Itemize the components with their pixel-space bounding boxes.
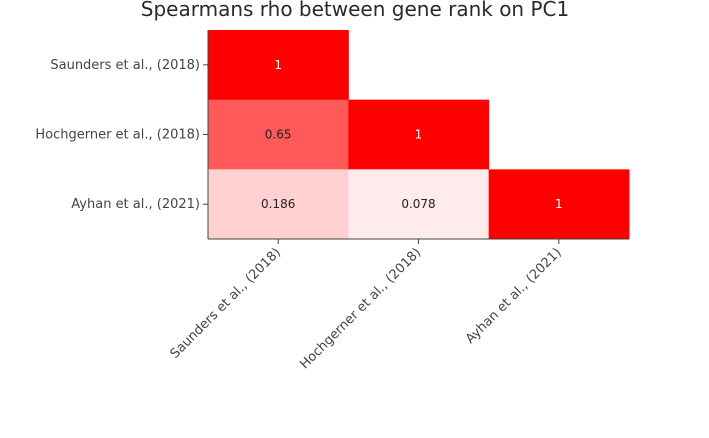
y-axis-ticks: Saunders et al., (2018) Hochgerner et al.… bbox=[35, 58, 208, 212]
y-tick-label: Saunders et al., (2018) bbox=[50, 58, 200, 73]
heatmap-cell-saunders-et-al-2018-saunders-et-al-2018 bbox=[208, 30, 349, 101]
heatmap-cell-value-label: 0.186 bbox=[261, 197, 295, 211]
heatmap-cell-saunders-et-al-2018-hochgerner-et-al-2018 bbox=[208, 99, 349, 170]
y-tick-label: Hochgerner et al., (2018) bbox=[35, 128, 200, 143]
x-tick-label: Saunders et al., (2018) bbox=[168, 245, 284, 361]
heatmap-cell-value-label: 1 bbox=[555, 197, 563, 211]
y-tick-label: Ayhan et al., (2021) bbox=[71, 197, 200, 212]
heatmap-cells: 1 0.65 0.186 1 0.078 1 bbox=[208, 30, 630, 240]
chart-title: Spearmans rho between gene rank on PC1 bbox=[141, 0, 569, 21]
heatmap-cell-value-label: 1 bbox=[274, 58, 282, 72]
heatmap-cell-value-label: 1 bbox=[415, 128, 423, 142]
x-tick-label: Hochgerner et al., (2018) bbox=[297, 245, 424, 372]
heatmap-cell-saunders-et-al-2018-ayhan-et-al-2021 bbox=[208, 169, 349, 240]
heatmap-cell-ayhan-et-al-2021-ayhan-et-al-2021 bbox=[488, 169, 630, 240]
heatmap-cell-value-label: 0.078 bbox=[401, 197, 435, 211]
axes bbox=[207, 30, 629, 240]
x-axis-ticks: Saunders et al., (2018) Hochgerner et al.… bbox=[168, 239, 565, 372]
heatmap-cell-hochgerner-et-al-2018-hochgerner-et-al-2018 bbox=[348, 99, 490, 170]
x-tick-label: Ayhan et al., (2021) bbox=[463, 245, 565, 347]
heatmap-cell-hochgerner-et-al-2018-ayhan-et-al-2021 bbox=[348, 169, 490, 240]
heatmap-cell-value-label: 0.65 bbox=[265, 128, 292, 142]
